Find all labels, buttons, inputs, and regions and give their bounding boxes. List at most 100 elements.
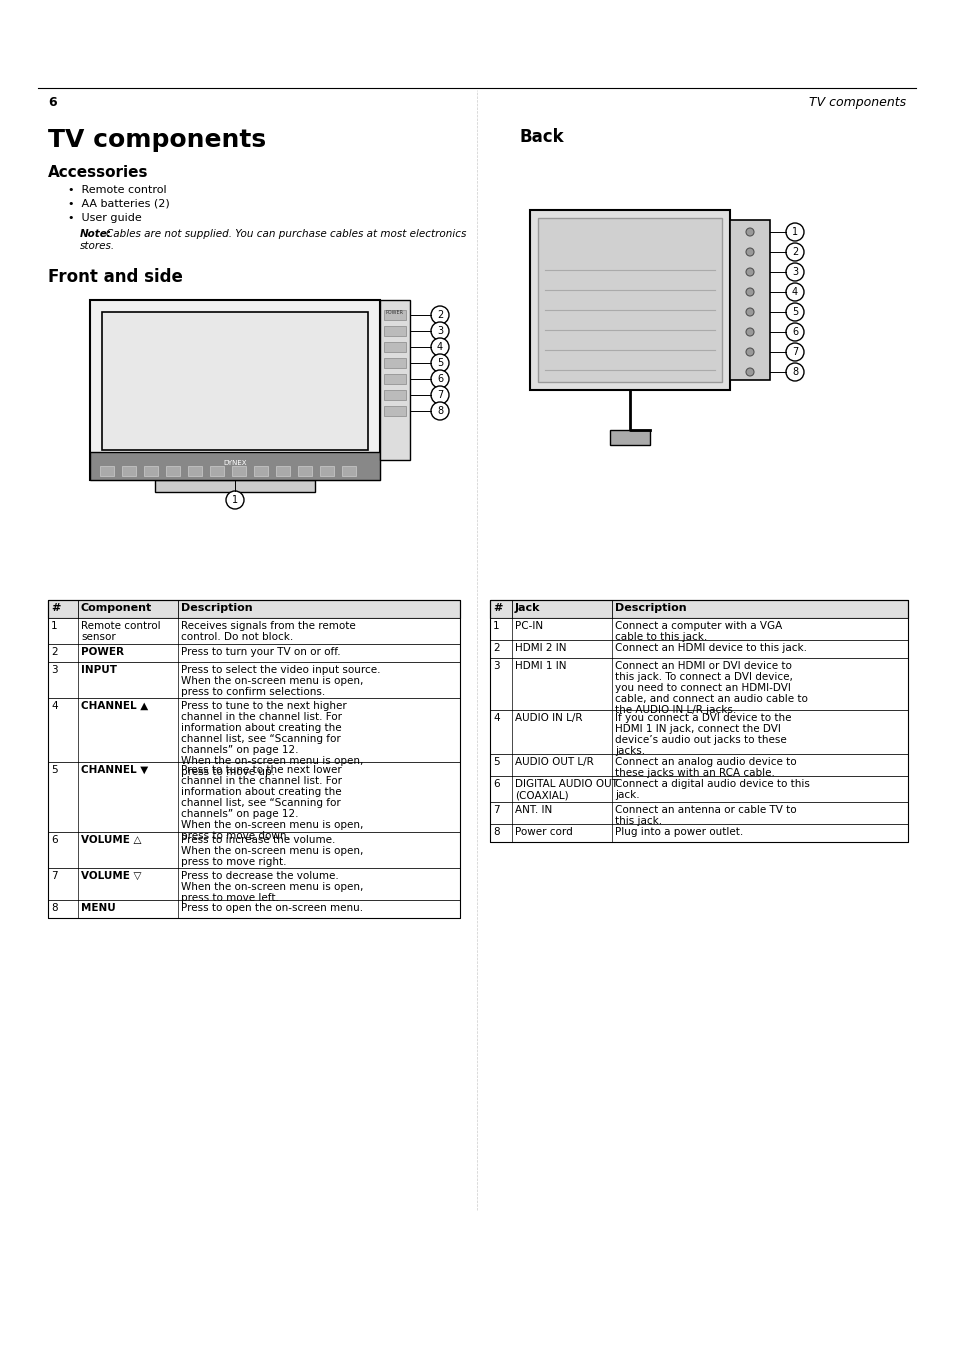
Bar: [609, 431, 649, 446]
Bar: [729, 220, 769, 379]
Text: TV components: TV components: [808, 96, 905, 109]
Text: MENU: MENU: [81, 903, 115, 913]
Text: press to move left.: press to move left.: [181, 892, 278, 903]
Text: jack.: jack.: [615, 790, 639, 801]
Text: 1: 1: [493, 621, 499, 630]
Circle shape: [745, 269, 753, 275]
Text: 7: 7: [493, 805, 499, 815]
Circle shape: [431, 338, 449, 356]
Text: Front and side: Front and side: [48, 269, 183, 286]
Text: information about creating the: information about creating the: [181, 724, 341, 733]
Text: 3: 3: [493, 662, 499, 671]
Text: 3: 3: [791, 267, 798, 277]
Circle shape: [745, 348, 753, 356]
Text: 5: 5: [791, 306, 798, 317]
Bar: [100, 466, 113, 477]
Text: channel in the channel list. For: channel in the channel list. For: [181, 776, 341, 786]
Bar: [379, 300, 410, 460]
Text: Remote control: Remote control: [81, 621, 160, 630]
Text: DIGITAL AUDIO OUT: DIGITAL AUDIO OUT: [515, 779, 618, 788]
Text: Jack: Jack: [515, 603, 540, 613]
Text: 1: 1: [232, 495, 238, 505]
Text: AUDIO IN L/R: AUDIO IN L/R: [515, 713, 582, 724]
Text: Connect an HDMI device to this jack.: Connect an HDMI device to this jack.: [615, 643, 806, 653]
Text: HDMI 1 IN: HDMI 1 IN: [515, 662, 566, 671]
Bar: [154, 481, 314, 491]
Text: When the on-screen menu is open,: When the on-screen menu is open,: [181, 819, 363, 830]
Text: this jack.: this jack.: [615, 815, 661, 826]
Text: you need to connect an HDMI-DVI: you need to connect an HDMI-DVI: [615, 683, 790, 693]
Text: 5: 5: [493, 757, 499, 767]
Text: INPUT: INPUT: [81, 666, 117, 675]
Text: 8: 8: [436, 406, 442, 416]
Text: Connect a computer with a VGA: Connect a computer with a VGA: [615, 621, 781, 630]
Text: HDMI 2 IN: HDMI 2 IN: [515, 643, 566, 653]
Text: channel in the channel list. For: channel in the channel list. For: [181, 711, 341, 722]
Circle shape: [431, 323, 449, 340]
Circle shape: [785, 323, 803, 342]
Text: this jack. To connect a DVI device,: this jack. To connect a DVI device,: [615, 672, 792, 682]
Text: Receives signals from the remote: Receives signals from the remote: [181, 621, 355, 630]
Text: Accessories: Accessories: [48, 165, 149, 180]
Bar: [490, 640, 907, 657]
Bar: [275, 466, 290, 477]
Text: stores.: stores.: [80, 242, 115, 251]
Text: Press to turn your TV on or off.: Press to turn your TV on or off.: [181, 647, 340, 657]
Bar: [490, 710, 907, 755]
Text: POWER: POWER: [81, 647, 124, 657]
Text: 7: 7: [791, 347, 798, 356]
Text: Description: Description: [181, 603, 253, 613]
Text: When the on-screen menu is open,: When the on-screen menu is open,: [181, 846, 363, 856]
Circle shape: [431, 386, 449, 404]
Bar: [490, 776, 907, 802]
Text: When the on-screen menu is open,: When the on-screen menu is open,: [181, 756, 363, 765]
Text: press to move right.: press to move right.: [181, 857, 286, 867]
Text: 4: 4: [493, 713, 499, 724]
Bar: [48, 900, 459, 918]
Bar: [490, 802, 907, 824]
Circle shape: [785, 284, 803, 301]
Text: Note:: Note:: [80, 230, 112, 239]
Bar: [384, 325, 406, 336]
Circle shape: [431, 370, 449, 387]
Circle shape: [785, 343, 803, 360]
Text: #: #: [493, 603, 502, 613]
Text: 8: 8: [493, 828, 499, 837]
Text: channels” on page 12.: channels” on page 12.: [181, 745, 298, 755]
Bar: [48, 832, 459, 868]
Bar: [48, 662, 459, 698]
Text: VOLUME ▽: VOLUME ▽: [81, 871, 141, 882]
Bar: [384, 358, 406, 369]
Bar: [122, 466, 136, 477]
Bar: [384, 390, 406, 400]
Text: •  AA batteries (2): • AA batteries (2): [68, 198, 170, 209]
Bar: [341, 466, 355, 477]
Text: TV components: TV components: [48, 128, 266, 153]
Circle shape: [226, 491, 244, 509]
Circle shape: [785, 243, 803, 261]
Bar: [490, 599, 907, 842]
Text: the AUDIO IN L/R jacks.: the AUDIO IN L/R jacks.: [615, 705, 736, 716]
Bar: [188, 466, 202, 477]
Bar: [48, 599, 459, 618]
Bar: [48, 698, 459, 761]
Text: 3: 3: [51, 666, 57, 675]
Text: Connect an analog audio device to: Connect an analog audio device to: [615, 757, 796, 767]
Text: ANT. IN: ANT. IN: [515, 805, 552, 815]
Bar: [384, 310, 406, 320]
Text: 8: 8: [51, 903, 57, 913]
Bar: [48, 761, 459, 832]
Text: press to move down.: press to move down.: [181, 832, 290, 841]
Text: Back: Back: [519, 128, 564, 146]
Text: Cables are not supplied. You can purchase cables at most electronics: Cables are not supplied. You can purchas…: [106, 230, 466, 239]
Circle shape: [785, 363, 803, 381]
Text: control. Do not block.: control. Do not block.: [181, 632, 293, 643]
Text: 1: 1: [51, 621, 57, 630]
Text: jacks.: jacks.: [615, 747, 644, 756]
Bar: [490, 824, 907, 842]
Text: 4: 4: [51, 701, 57, 711]
Circle shape: [745, 328, 753, 336]
Text: 6: 6: [48, 96, 56, 109]
Text: these jacks with an RCA cable.: these jacks with an RCA cable.: [615, 768, 774, 778]
Text: VOLUME △: VOLUME △: [81, 836, 141, 845]
